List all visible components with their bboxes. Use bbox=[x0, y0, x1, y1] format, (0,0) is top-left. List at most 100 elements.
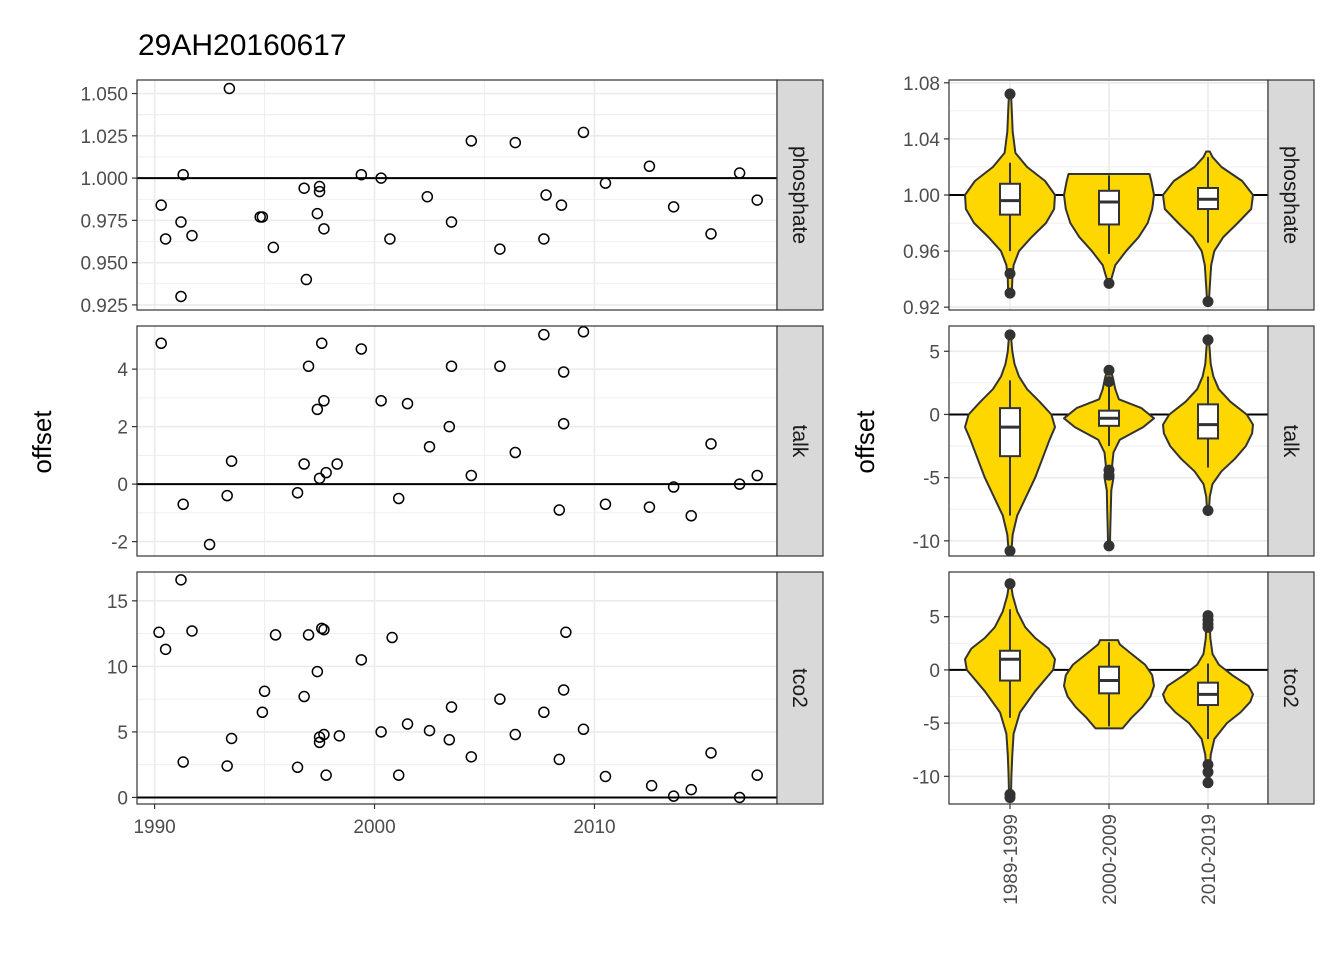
data-point bbox=[494, 243, 506, 255]
outlier-point bbox=[1103, 469, 1115, 481]
data-point bbox=[269, 629, 282, 641]
y-tick-label: 0.950 bbox=[80, 254, 128, 275]
data-point bbox=[300, 273, 313, 286]
data-point bbox=[225, 455, 238, 467]
data-point bbox=[392, 492, 405, 505]
data-point bbox=[186, 229, 198, 242]
data-point bbox=[155, 199, 167, 211]
data-point bbox=[256, 211, 269, 223]
outlier-point bbox=[1202, 296, 1214, 308]
data-point bbox=[445, 360, 458, 372]
data-point bbox=[333, 730, 346, 742]
data-point bbox=[685, 783, 697, 796]
y-tick-label: 0 bbox=[929, 661, 940, 682]
violin-panel-talk: -10 -5 0 5 bbox=[913, 325, 1269, 557]
outlier-point bbox=[1202, 505, 1214, 517]
y-tick-label: 0.96 bbox=[903, 242, 940, 263]
data-point bbox=[267, 241, 280, 254]
data-point bbox=[705, 747, 717, 759]
data-point bbox=[557, 366, 570, 378]
data-point bbox=[401, 718, 414, 730]
outlier-point bbox=[1103, 364, 1115, 376]
data-point bbox=[445, 701, 458, 713]
data-point bbox=[494, 693, 506, 705]
data-point bbox=[555, 199, 568, 211]
data-point bbox=[291, 487, 304, 499]
y-tick-label: 1.04 bbox=[903, 130, 940, 151]
data-point bbox=[751, 469, 763, 482]
scatter-strip-phosphate bbox=[776, 79, 824, 311]
outlier-point bbox=[1202, 766, 1214, 778]
data-point bbox=[599, 770, 612, 783]
data-point bbox=[705, 228, 717, 240]
data-point bbox=[733, 478, 746, 490]
x-tick-label: 2000 bbox=[353, 817, 395, 838]
data-point bbox=[203, 538, 216, 551]
scatter-panel-tco2: 0 5 10 15 bbox=[107, 571, 778, 809]
outlier-point bbox=[1004, 268, 1016, 280]
violin-strip-talk bbox=[1267, 325, 1315, 557]
data-point bbox=[177, 756, 189, 768]
data-point bbox=[318, 395, 330, 407]
scatter-panel-bg bbox=[137, 326, 777, 556]
scatter-panel-bg bbox=[137, 80, 777, 310]
data-point bbox=[177, 168, 189, 181]
data-point bbox=[258, 685, 271, 698]
violin-strip-label-phosphate: phosphate bbox=[1279, 146, 1302, 244]
data-point bbox=[256, 706, 269, 718]
data-point bbox=[375, 395, 387, 407]
data-point bbox=[313, 472, 326, 485]
data-point bbox=[577, 126, 590, 139]
y-tick-label: 2 bbox=[117, 418, 128, 439]
violin-panel-tco2: -10 -5 0 5 bbox=[913, 571, 1269, 805]
outlier-point bbox=[1103, 277, 1115, 289]
y-tick-label: 0.92 bbox=[903, 298, 940, 319]
y-tick-label: 1.025 bbox=[80, 127, 128, 148]
y-tick-label: -5 bbox=[923, 714, 940, 735]
data-point bbox=[465, 751, 478, 763]
data-point bbox=[221, 489, 233, 502]
outlier-point bbox=[1004, 88, 1016, 100]
y-tick-label: 1.08 bbox=[903, 74, 940, 95]
y-tick-label: 0 bbox=[117, 475, 128, 496]
box-iqr bbox=[999, 407, 1021, 458]
data-point bbox=[577, 723, 590, 736]
data-point bbox=[320, 769, 332, 781]
data-point bbox=[355, 343, 368, 355]
data-point bbox=[159, 233, 172, 245]
y-tick-label: 0 bbox=[929, 405, 940, 426]
y-tick-label: 0.975 bbox=[80, 211, 128, 232]
data-point bbox=[331, 458, 343, 470]
y-tick-label: 15 bbox=[107, 592, 128, 613]
data-point bbox=[751, 194, 763, 206]
x-tick-label-2000-2009: 2000-2009 bbox=[1100, 814, 1121, 905]
x-tick-label: 1990 bbox=[133, 817, 175, 838]
data-point bbox=[553, 753, 566, 766]
y-tick-label: 5 bbox=[929, 342, 940, 363]
data-point bbox=[318, 728, 330, 741]
data-point bbox=[355, 168, 368, 181]
data-point bbox=[313, 185, 326, 198]
data-point bbox=[302, 629, 315, 641]
data-point bbox=[355, 654, 368, 666]
data-point bbox=[667, 201, 680, 213]
y-tick-label: -5 bbox=[923, 469, 940, 490]
data-point bbox=[153, 626, 165, 639]
data-point bbox=[599, 177, 612, 189]
scatter-strip-label-tco2: tco2 bbox=[788, 668, 811, 708]
outlier-point bbox=[1004, 287, 1016, 299]
data-point bbox=[465, 469, 478, 482]
data-point bbox=[392, 769, 405, 781]
data-point bbox=[645, 779, 658, 792]
data-point bbox=[421, 190, 434, 203]
outlier-point bbox=[1202, 334, 1214, 346]
violin-strip-label-talk: talk bbox=[1279, 425, 1302, 458]
box-iqr bbox=[999, 649, 1021, 682]
box-iqr bbox=[1098, 189, 1120, 226]
scatter-y-axis-title: offset bbox=[27, 410, 57, 474]
data-point bbox=[375, 172, 387, 184]
violin-strip-phosphate bbox=[1267, 79, 1315, 311]
scatter-panel-phosphate: 0.925 0.950 0.975 1.000 1.025 1.050 bbox=[80, 79, 778, 317]
data-point bbox=[221, 760, 233, 772]
